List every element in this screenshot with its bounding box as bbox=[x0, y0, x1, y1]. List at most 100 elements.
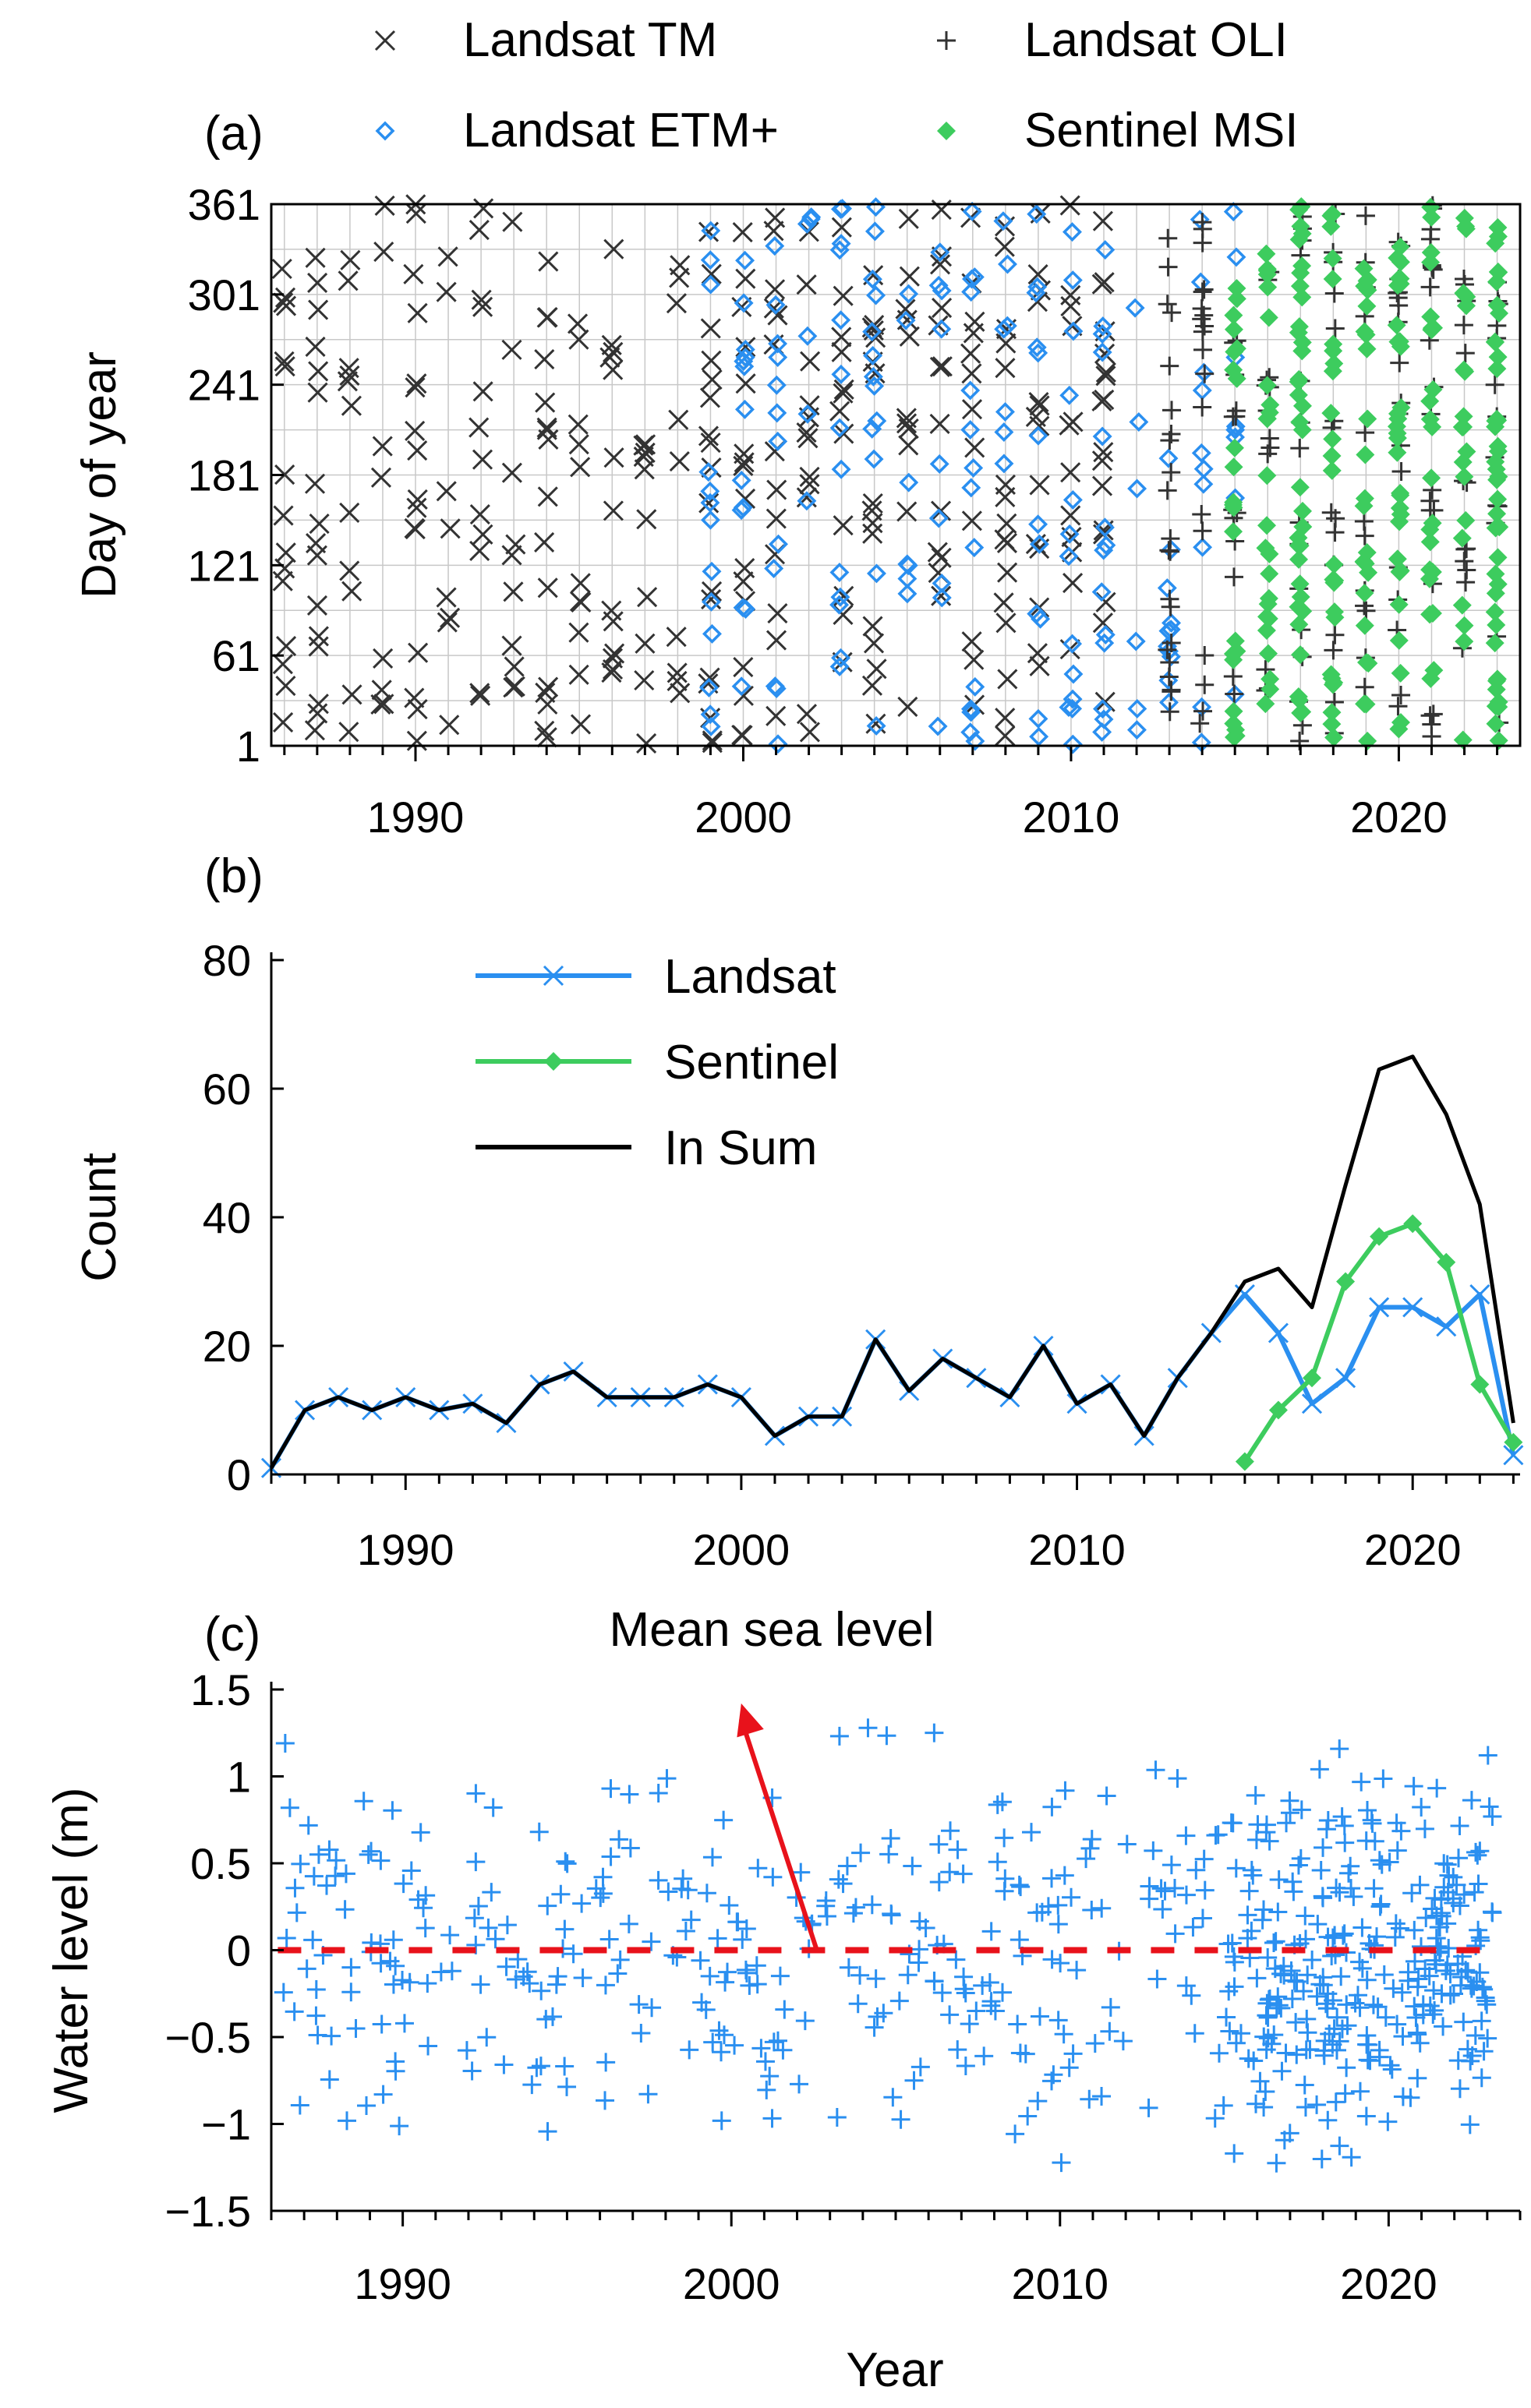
point-landsat-tm bbox=[536, 417, 557, 438]
water-level-point bbox=[992, 1792, 1012, 1812]
water-level-point bbox=[1352, 1918, 1372, 1937]
water-level-point bbox=[1405, 1997, 1424, 2016]
point-landsat-etm- bbox=[829, 656, 850, 676]
water-level-point bbox=[973, 1975, 992, 1995]
point-landsat-tm bbox=[698, 493, 720, 514]
water-level-point bbox=[948, 2040, 967, 2060]
point-landsat-tm bbox=[437, 612, 458, 633]
water-level-point bbox=[1470, 1841, 1490, 1861]
water-level-point bbox=[620, 1785, 639, 1804]
point-landsat-etm- bbox=[1027, 204, 1047, 224]
water-level-point bbox=[1147, 1969, 1167, 1989]
water-level-point bbox=[1323, 1928, 1342, 1947]
point-sentinel-msi bbox=[1485, 333, 1504, 352]
water-level-point bbox=[306, 1979, 326, 1999]
point-landsat-tm bbox=[734, 558, 755, 579]
water-level-point bbox=[418, 1974, 437, 1993]
water-level-point bbox=[1271, 1998, 1291, 2018]
point-landsat-tm bbox=[373, 648, 394, 669]
point-landsat-tm bbox=[766, 705, 787, 726]
point-landsat-tm bbox=[636, 733, 657, 754]
water-level-point bbox=[877, 1726, 896, 1746]
water-level-point bbox=[866, 1969, 886, 1989]
water-level-point bbox=[1412, 1797, 1431, 1817]
y-tick-label: 121 bbox=[188, 541, 260, 590]
point-landsat-tm bbox=[505, 534, 526, 555]
panel-a-axes: 1 61 121 181 241 301 361 1990 2000 2010 2020 Day of… bbox=[72, 180, 1522, 842]
point-sentinel-msi bbox=[1488, 489, 1508, 509]
point-landsat-tm bbox=[963, 323, 984, 344]
point-sentinel-msi bbox=[1487, 504, 1507, 524]
water-level-point bbox=[727, 1912, 747, 1932]
point-landsat-tm bbox=[473, 198, 494, 219]
water-level-point bbox=[1038, 1897, 1058, 1916]
point-landsat-etm- bbox=[1157, 578, 1177, 598]
point-landsat-oli bbox=[1193, 397, 1212, 417]
legend-label: Landsat bbox=[664, 950, 836, 1004]
y-tick-label: 60 bbox=[203, 1065, 251, 1114]
water-level-point bbox=[1388, 2014, 1407, 2034]
water-level-point bbox=[1209, 2043, 1229, 2063]
point-landsat-etm- bbox=[1190, 210, 1210, 230]
point-landsat-tm bbox=[735, 337, 756, 358]
water-level-point bbox=[1468, 1845, 1487, 1865]
point-landsat-tm bbox=[932, 356, 953, 377]
panel-a-chart: (a) 1 61 121 181 241 301 361 1990 2000 2010 2020 Da… bbox=[72, 13, 1522, 842]
point-landsat-tm bbox=[274, 287, 296, 308]
water-level-point bbox=[1022, 1823, 1041, 1842]
water-level-point bbox=[1359, 2035, 1378, 2054]
water-level-point bbox=[1264, 1933, 1284, 1952]
point-sentinel-msi bbox=[1455, 616, 1474, 635]
water-level-point bbox=[384, 1975, 403, 1994]
water-level-point bbox=[1063, 2044, 1083, 2064]
point-landsat-tm bbox=[862, 616, 883, 637]
point-landsat-tm bbox=[1095, 362, 1116, 383]
point-landsat-tm bbox=[1091, 450, 1112, 471]
point-landsat-tm bbox=[538, 676, 559, 697]
point-landsat-oli bbox=[1158, 295, 1177, 314]
water-level-point bbox=[465, 1908, 484, 1928]
point-landsat-etm- bbox=[993, 211, 1013, 231]
water-level-point bbox=[591, 1888, 610, 1908]
point-landsat-tm bbox=[567, 313, 589, 334]
water-level-point bbox=[638, 2085, 658, 2104]
point-landsat-etm- bbox=[865, 221, 885, 242]
water-level-point bbox=[851, 1843, 871, 1862]
point-landsat-etm- bbox=[1028, 514, 1048, 535]
x-tick-label: 2010 bbox=[1023, 793, 1120, 842]
water-level-point bbox=[1444, 1867, 1463, 1887]
point-landsat-tm bbox=[1091, 274, 1112, 295]
water-level-point bbox=[1393, 2027, 1413, 2046]
point-landsat-etm- bbox=[965, 676, 985, 697]
water-level-point bbox=[401, 1861, 421, 1880]
water-level-point bbox=[482, 1883, 501, 1902]
point-sentinel-msi bbox=[1290, 277, 1310, 296]
water-level-point bbox=[335, 1900, 355, 1919]
point-landsat-etm- bbox=[1127, 698, 1147, 719]
water-level-point bbox=[649, 1870, 668, 1890]
point-landsat-tm bbox=[469, 540, 490, 562]
point-landsat-tm bbox=[305, 247, 326, 268]
water-level-point bbox=[1117, 1834, 1137, 1854]
y-tick-label: 1 bbox=[236, 722, 260, 771]
point-sentinel-msi bbox=[1224, 305, 1243, 325]
point-landsat-oli bbox=[1159, 667, 1179, 687]
point-landsat-tm bbox=[1060, 462, 1081, 483]
point-landsat-etm- bbox=[1092, 324, 1112, 344]
water-level-point bbox=[1231, 2024, 1250, 2043]
water-level-point bbox=[274, 1983, 293, 2002]
point-landsat-oli bbox=[1192, 298, 1211, 318]
water-level-point bbox=[357, 2096, 377, 2116]
panel-c-reference: Mean sea level bbox=[278, 1603, 1494, 1954]
y-tick-label: −1.5 bbox=[164, 2187, 251, 2236]
point-landsat-tm bbox=[995, 708, 1016, 729]
point-landsat-tm bbox=[275, 542, 296, 563]
point-landsat-tm bbox=[308, 626, 329, 647]
water-level-point bbox=[850, 1965, 870, 1985]
point-landsat-etm- bbox=[1062, 222, 1082, 242]
point-landsat-etm- bbox=[960, 419, 981, 440]
panel-b-chart: (b) 0 20 40 60 80 1990 2000 2010 2020 Count Lands… bbox=[72, 849, 1524, 1574]
point-sentinel-msi bbox=[1391, 663, 1410, 683]
water-level-point bbox=[1242, 1921, 1261, 1940]
water-level-point bbox=[1370, 2047, 1389, 2067]
